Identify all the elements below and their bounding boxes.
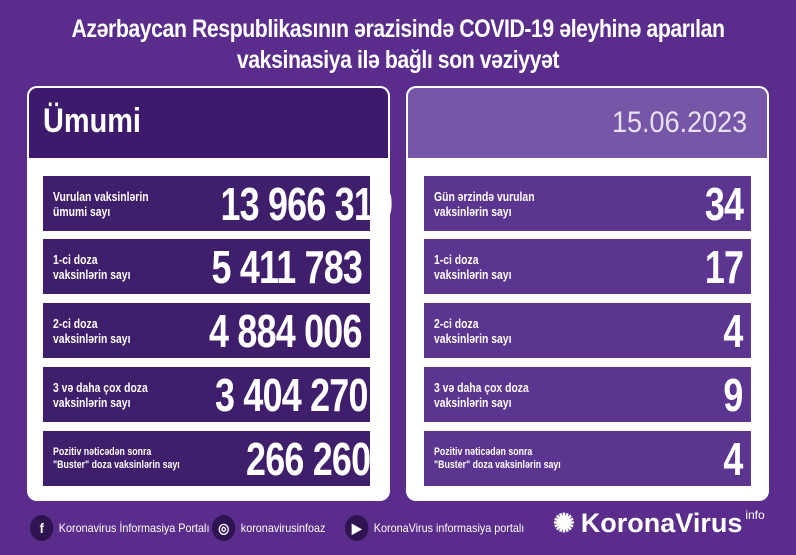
stat-row: 1-ci doza vaksinlərin sayı 17 xyxy=(424,239,751,294)
total-header: Ümumi xyxy=(43,102,141,140)
youtube-link[interactable]: ▶ KoronaVirus informasiya portalı xyxy=(345,513,524,543)
stat-value: 4 xyxy=(723,432,744,485)
stat-row: Gün ərzində vurulan vaksinlərin sayı 34 xyxy=(424,176,751,231)
stat-value: 34 xyxy=(704,177,744,230)
stat-label: 2-ci doza vaksinlərin sayı xyxy=(434,315,512,346)
stat-value: 17 xyxy=(704,240,744,293)
stat-label: Pozitiv nəticədən sonra "Buster" doza vak… xyxy=(434,445,561,471)
stat-label: 1-ci doza vaksinlərin sayı xyxy=(53,251,131,282)
stat-value: 5 411 783 xyxy=(211,240,362,293)
stat-row: 1-ci doza vaksinlərin sayı 5 411 783 xyxy=(43,239,370,294)
stat-row: 2-ci doza vaksinlərin sayı 4 xyxy=(424,303,751,358)
page-title: Azərbaycan Respublikasının ərazisində CO… xyxy=(71,15,725,74)
stat-row: Pozitiv nəticədən sonra "Buster" doza vak… xyxy=(424,431,751,486)
instagram-link[interactable]: ◎ koronavirusinfoaz xyxy=(212,513,325,543)
stat-value: 4 xyxy=(723,304,744,357)
stat-label: Gün ərzində vurulan vaksinlərin sayı xyxy=(434,188,535,219)
facebook-icon: f xyxy=(30,515,54,541)
date-header: 15.06.2023 xyxy=(611,106,747,139)
stat-value: 3 404 270 xyxy=(214,368,368,421)
stat-label: Vurulan vaksinlərin ümumi sayı xyxy=(53,188,149,219)
stat-row: 2-ci doza vaksinlərin sayı 4 884 006 xyxy=(43,303,370,358)
stat-row: 3 və daha çox doza vaksinlərin sayı 3 404 … xyxy=(43,367,370,422)
stat-value: 13 966 319 xyxy=(220,177,394,230)
stat-row: Pozitiv nəticədən sonra "Buster" doza vak… xyxy=(43,431,371,486)
youtube-icon: ▶ xyxy=(345,515,369,541)
total-card: Ümumi Vurulan vaksinlərin ümumi sayı 13 96… xyxy=(27,86,393,501)
stat-value: 266 260 xyxy=(246,432,371,485)
stat-label: 1-ci doza vaksinlərin sayı xyxy=(434,251,512,282)
virus-logo-icon: ✺ xyxy=(553,508,575,538)
stat-value: 4 884 006 xyxy=(209,304,362,357)
facebook-link[interactable]: f Koronavirus İnformasiya Portalı xyxy=(30,513,209,543)
koronavirus-logo: ✺ KoronaVirus info xyxy=(553,508,765,538)
stat-value: 9 xyxy=(723,368,744,421)
stat-label: 2-ci doza vaksinlərin sayı xyxy=(53,315,131,346)
daily-card: 15.06.2023 Gün ərzində vurulan vaksinləri… xyxy=(406,86,769,501)
stat-row: 3 və daha çox doza vaksinlərin sayı 9 xyxy=(424,367,751,422)
stat-row: Vurulan vaksinlərin ümumi sayı 13 966 319 xyxy=(43,176,393,231)
stat-label: Pozitiv nəticədən sonra "Buster" doza vak… xyxy=(53,445,180,471)
stat-label: 3 və daha çox doza vaksinlərin sayı xyxy=(53,379,148,410)
stat-label: 3 və daha çox doza vaksinlərin sayı xyxy=(434,379,529,410)
instagram-icon: ◎ xyxy=(212,515,236,541)
